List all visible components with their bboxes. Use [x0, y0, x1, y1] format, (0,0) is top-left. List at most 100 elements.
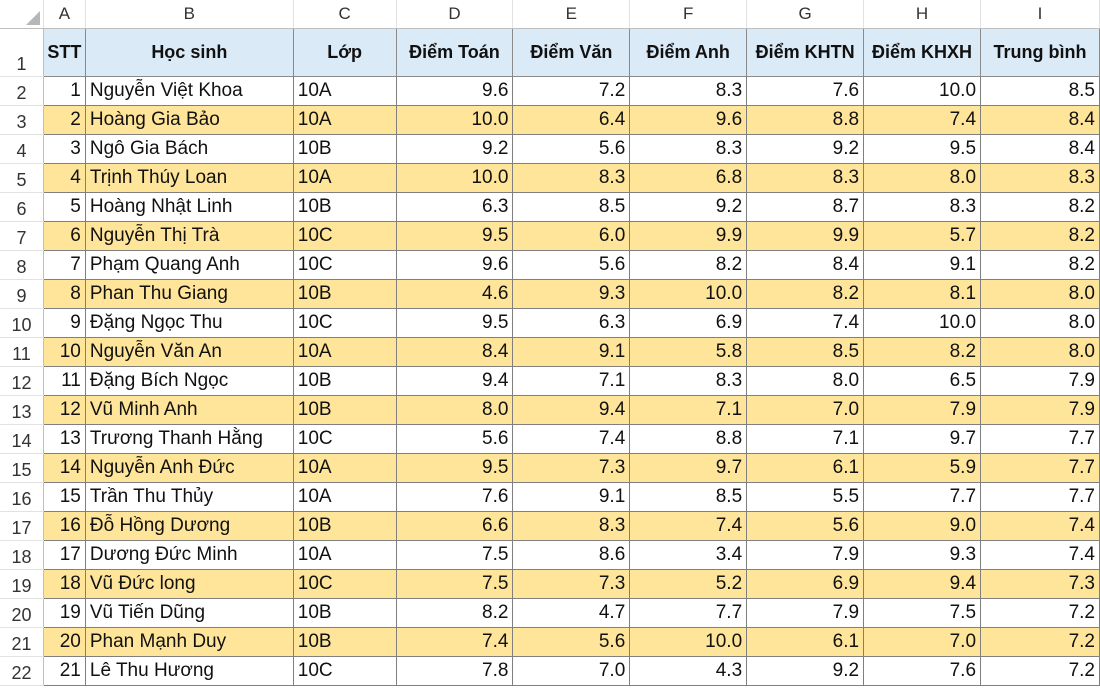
header-cell-lop[interactable]: Lớp — [292, 28, 397, 77]
cell-diem-khxh[interactable]: 7.0 — [863, 627, 982, 657]
cell-diem-van[interactable]: 7.3 — [512, 453, 631, 483]
cell-diem-van[interactable]: 6.0 — [512, 221, 631, 251]
cell-trung-binh[interactable]: 8.3 — [980, 163, 1100, 193]
cell-diem-khtn[interactable]: 8.8 — [746, 105, 865, 135]
cell-diem-van[interactable]: 5.6 — [512, 627, 631, 657]
cell-diem-khxh[interactable]: 7.6 — [863, 656, 982, 686]
cell-student-name[interactable]: Nguyễn Anh Đức — [84, 453, 294, 483]
cell-stt[interactable]: 2 — [42, 105, 86, 135]
column-header-d[interactable]: D — [396, 0, 514, 29]
cell-diem-khxh[interactable]: 5.7 — [863, 221, 982, 251]
cell-student-name[interactable]: Vũ Đức long — [84, 569, 294, 599]
cell-student-name[interactable]: Vũ Minh Anh — [84, 395, 294, 425]
cell-stt[interactable]: 20 — [42, 627, 86, 657]
cell-stt[interactable]: 17 — [42, 540, 86, 570]
cell-diem-van[interactable]: 6.3 — [512, 308, 631, 338]
cell-class[interactable]: 10B — [292, 395, 397, 425]
cell-diem-khxh[interactable]: 9.7 — [863, 424, 982, 454]
row-header[interactable]: 15 — [0, 453, 44, 483]
cell-stt[interactable]: 11 — [42, 366, 86, 396]
cell-stt[interactable]: 15 — [42, 482, 86, 512]
cell-trung-binh[interactable]: 7.7 — [980, 453, 1100, 483]
row-header[interactable]: 5 — [0, 163, 44, 193]
cell-trung-binh[interactable]: 8.0 — [980, 308, 1100, 338]
cell-trung-binh[interactable]: 7.2 — [980, 627, 1100, 657]
cell-diem-toan[interactable]: 9.4 — [395, 366, 514, 396]
cell-student-name[interactable]: Phan Thu Giang — [84, 279, 294, 309]
cell-trung-binh[interactable]: 8.5 — [980, 76, 1100, 106]
cell-diem-anh[interactable]: 9.9 — [629, 221, 748, 251]
cell-diem-toan[interactable]: 9.5 — [395, 453, 514, 483]
cell-diem-van[interactable]: 8.6 — [512, 540, 631, 570]
cell-stt[interactable]: 16 — [42, 511, 86, 541]
cell-diem-toan[interactable]: 8.2 — [395, 598, 514, 628]
cell-diem-anh[interactable]: 7.4 — [629, 511, 748, 541]
cell-class[interactable]: 10A — [292, 482, 397, 512]
cell-trung-binh[interactable]: 7.9 — [980, 366, 1100, 396]
row-header[interactable]: 4 — [0, 134, 44, 164]
cell-stt[interactable]: 4 — [42, 163, 86, 193]
column-header-i[interactable]: I — [980, 0, 1100, 29]
cell-trung-binh[interactable]: 8.2 — [980, 192, 1100, 222]
cell-diem-anh[interactable]: 7.7 — [629, 598, 748, 628]
cell-student-name[interactable]: Vũ Tiến Dũng — [84, 598, 294, 628]
cell-trung-binh[interactable]: 7.4 — [980, 540, 1100, 570]
cell-diem-toan[interactable]: 7.4 — [395, 627, 514, 657]
cell-stt[interactable]: 8 — [42, 279, 86, 309]
row-header[interactable]: 17 — [0, 511, 44, 541]
cell-stt[interactable]: 19 — [42, 598, 86, 628]
cell-diem-khxh[interactable]: 6.5 — [863, 366, 982, 396]
cell-diem-anh[interactable]: 8.8 — [629, 424, 748, 454]
cell-diem-anh[interactable]: 9.2 — [629, 192, 748, 222]
cell-student-name[interactable]: Hoàng Gia Bảo — [84, 105, 294, 135]
column-header-f[interactable]: F — [629, 0, 748, 29]
cell-diem-van[interactable]: 5.6 — [512, 134, 631, 164]
row-header[interactable]: 18 — [0, 540, 44, 570]
cell-diem-toan[interactable]: 9.6 — [395, 250, 514, 280]
row-header[interactable]: 19 — [0, 569, 44, 599]
header-cell-hoc-sinh[interactable]: Học sinh — [84, 28, 294, 77]
row-header[interactable]: 20 — [0, 598, 44, 628]
cell-diem-khtn[interactable]: 7.9 — [746, 540, 865, 570]
cell-diem-anh[interactable]: 5.2 — [629, 569, 748, 599]
cell-student-name[interactable]: Lê Thu Hương — [84, 656, 294, 686]
cell-student-name[interactable]: Phan Mạnh Duy — [84, 627, 294, 657]
cell-diem-khtn[interactable]: 6.1 — [746, 627, 865, 657]
cell-class[interactable]: 10C — [292, 221, 397, 251]
cell-student-name[interactable]: Đặng Ngọc Thu — [84, 308, 294, 338]
select-all-corner[interactable] — [0, 0, 44, 29]
cell-diem-khxh[interactable]: 10.0 — [863, 76, 982, 106]
cell-diem-khtn[interactable]: 5.6 — [746, 511, 865, 541]
cell-student-name[interactable]: Trịnh Thúy Loan — [84, 163, 294, 193]
cell-diem-toan[interactable]: 9.5 — [395, 221, 514, 251]
cell-diem-khxh[interactable]: 9.3 — [863, 540, 982, 570]
cell-stt[interactable]: 12 — [42, 395, 86, 425]
cell-diem-khxh[interactable]: 8.3 — [863, 192, 982, 222]
cell-student-name[interactable]: Ngô Gia Bách — [84, 134, 294, 164]
cell-diem-khtn[interactable]: 8.2 — [746, 279, 865, 309]
cell-trung-binh[interactable]: 8.0 — [980, 337, 1100, 367]
cell-diem-khxh[interactable]: 9.0 — [863, 511, 982, 541]
cell-diem-anh[interactable]: 8.3 — [629, 366, 748, 396]
cell-diem-van[interactable]: 7.3 — [512, 569, 631, 599]
cell-trung-binh[interactable]: 7.7 — [980, 482, 1100, 512]
cell-diem-anh[interactable]: 8.2 — [629, 250, 748, 280]
cell-student-name[interactable]: Trương Thanh Hằng — [84, 424, 294, 454]
cell-trung-binh[interactable]: 7.2 — [980, 598, 1100, 628]
cell-stt[interactable]: 3 — [42, 134, 86, 164]
cell-diem-anh[interactable]: 10.0 — [629, 279, 748, 309]
cell-diem-van[interactable]: 7.0 — [512, 656, 631, 686]
cell-diem-toan[interactable]: 8.0 — [395, 395, 514, 425]
cell-diem-van[interactable]: 7.2 — [512, 76, 631, 106]
header-cell-diem-toan[interactable]: Điểm Toán — [395, 28, 514, 77]
row-header[interactable]: 16 — [0, 482, 44, 512]
row-header[interactable]: 2 — [0, 76, 44, 106]
cell-diem-van[interactable]: 8.3 — [512, 163, 631, 193]
cell-class[interactable]: 10B — [292, 134, 397, 164]
cell-student-name[interactable]: Đỗ Hồng Dương — [84, 511, 294, 541]
cell-trung-binh[interactable]: 7.4 — [980, 511, 1100, 541]
cell-class[interactable]: 10A — [292, 105, 397, 135]
cell-trung-binh[interactable]: 7.2 — [980, 656, 1100, 686]
cell-diem-khtn[interactable]: 7.1 — [746, 424, 865, 454]
row-header[interactable]: 1 — [0, 28, 44, 77]
